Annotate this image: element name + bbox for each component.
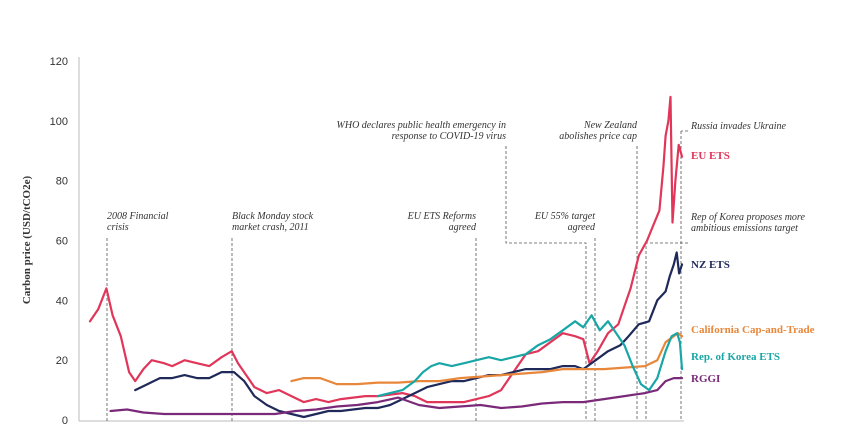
y-tick-label: 100 <box>50 116 68 128</box>
annotation-line: WHO declares public health emergency in <box>337 120 506 131</box>
annotation-line: market crash, 2011 <box>232 222 309 233</box>
series-line-eu-ets <box>88 95 684 404</box>
y-tick-label: 0 <box>62 415 68 427</box>
annotation-0: 2008 Financial crisis <box>107 211 169 233</box>
y-tick-label: 40 <box>56 295 68 307</box>
legend-label-nz-ets: NZ ETS <box>691 259 730 271</box>
annotation-line: agreed <box>449 222 477 233</box>
y-tick-label: 60 <box>56 236 68 248</box>
annotation-1: Black Monday stock market crash, 2011 <box>232 211 314 233</box>
series-line-nz-ets <box>134 251 684 419</box>
y-tick-label: 120 <box>50 56 68 68</box>
series-line-rggi <box>109 377 684 416</box>
annotation-3: EU 55% target agreed <box>534 211 596 233</box>
series-group <box>88 95 684 419</box>
y-axis-label: Carbon price (USD/tCO2e) <box>21 176 33 305</box>
annotation-line: Russia invades Ukraine <box>690 121 787 132</box>
annotation-line: New Zealand <box>583 120 638 131</box>
legend-label-rggi: RGGI <box>691 373 720 385</box>
annotation-line: abolishes price cap <box>559 131 637 142</box>
annotation-4: WHO declares public health emergency in r… <box>337 120 507 142</box>
annotation-7: Rep of Korea proposes more ambitious emis… <box>690 212 805 234</box>
annotation-line: agreed <box>568 222 596 233</box>
annotation-leader-7 <box>645 242 688 421</box>
annotations: 2008 Financial crisis Black Monday stock ma… <box>107 120 805 234</box>
legend-label-california-cap-and-trade: California Cap-and-Trade <box>691 324 815 336</box>
annotation-leader-4 <box>505 146 587 421</box>
annotation-line: Rep of Korea proposes more <box>690 212 805 223</box>
annotation-line: response to COVID-19 virus <box>392 131 506 142</box>
axes: 0 20 40 60 80 100 120 Carbon price (USD/tCO2e) <box>21 56 684 427</box>
annotation-line: ambitious emissions target <box>691 223 798 234</box>
annotation-line: 2008 Financial <box>107 211 169 222</box>
annotation-line: crisis <box>107 222 129 233</box>
annotation-line: EU 55% target <box>534 211 595 222</box>
series-line-rep-of-korea-ets <box>376 314 684 398</box>
series-line-california-cap-and-trade <box>290 332 684 386</box>
legend-label-eu-ets: EU ETS <box>691 150 730 162</box>
annotation-line: EU ETS Reforms <box>407 211 476 222</box>
legend: EU ETS NZ ETS California Cap-and-Trade Rep.… <box>691 150 815 385</box>
annotation-5: New Zealand abolishes price cap <box>559 120 638 142</box>
annotation-6: Russia invades Ukraine <box>690 121 787 132</box>
annotation-2: EU ETS Reforms agreed <box>407 211 477 233</box>
annotation-line: Black Monday stock <box>232 211 314 222</box>
y-tick-label: 80 <box>56 176 68 188</box>
legend-label-rep-of-korea-ets: Rep. of Korea ETS <box>691 351 780 363</box>
y-tick-label: 20 <box>56 355 68 367</box>
